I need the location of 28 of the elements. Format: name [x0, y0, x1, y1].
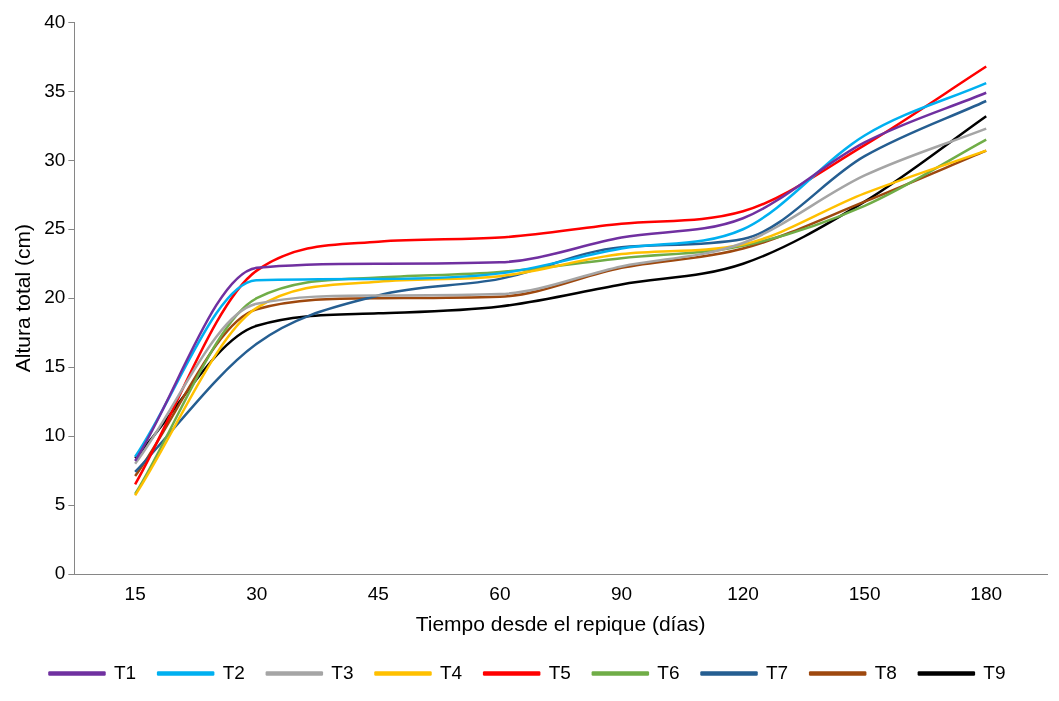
- y-tick-label: 10: [44, 424, 66, 446]
- y-tick-label: 15: [44, 355, 66, 377]
- y-tick-label: 40: [44, 10, 66, 32]
- legend-label: T9: [983, 661, 1006, 683]
- legend-label: T7: [766, 661, 789, 683]
- y-tick-label: 30: [44, 148, 66, 170]
- legend-label: T8: [874, 661, 897, 683]
- y-tick-label: 25: [44, 217, 66, 239]
- x-axis-title: Tiempo desde el repique (días): [415, 612, 706, 636]
- legend-label: T1: [113, 661, 137, 683]
- y-tick-label: 35: [44, 79, 66, 101]
- legend-label: T6: [657, 661, 680, 683]
- x-tick-label: 120: [727, 582, 759, 604]
- x-tick-label: 90: [610, 582, 633, 604]
- y-axis-title: Altura total (cm): [11, 224, 35, 373]
- y-tick-label: 0: [54, 562, 66, 584]
- legend-label: T4: [439, 661, 463, 683]
- x-tick-label: 15: [124, 582, 146, 604]
- legend-label: T5: [548, 661, 571, 683]
- y-tick-label: 5: [54, 493, 66, 515]
- x-tick-label: 180: [970, 582, 1003, 604]
- x-tick-label: 30: [246, 582, 268, 604]
- legend-label: T2: [222, 661, 245, 683]
- legend-label: T3: [331, 661, 354, 683]
- x-tick-label: 60: [489, 582, 511, 604]
- x-tick-label: 150: [848, 582, 881, 604]
- y-tick-label: 20: [44, 286, 66, 308]
- x-tick-label: 45: [367, 582, 389, 604]
